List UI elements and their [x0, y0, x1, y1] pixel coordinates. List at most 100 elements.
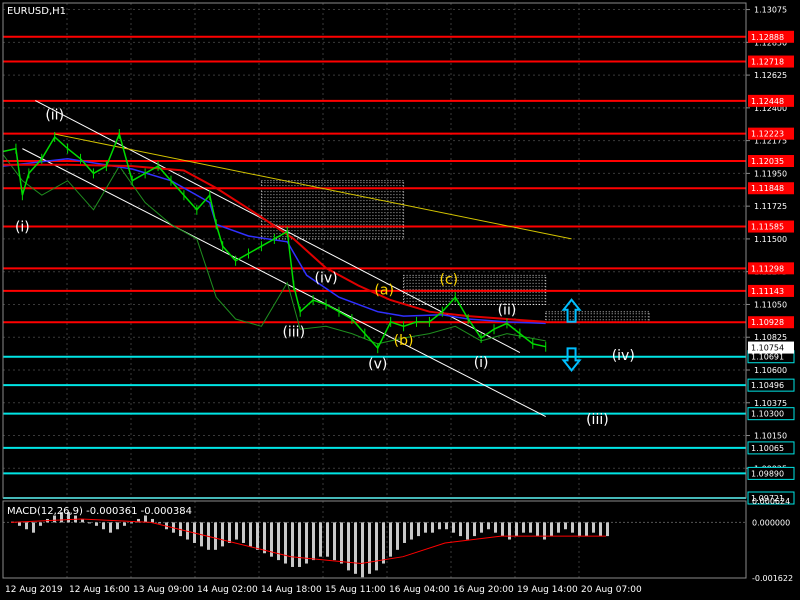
price-tick-label: 1.12850: [754, 38, 787, 47]
resistance-price-label: 1.12223: [751, 130, 784, 139]
slow-ma-line: [3, 163, 546, 323]
macd-histogram-bar: [543, 522, 546, 540]
macd-histogram-bar: [417, 522, 420, 537]
price-line: [2, 131, 546, 350]
resistance-price-label: 1.11298: [751, 264, 784, 273]
macd-histogram-bar: [466, 522, 469, 540]
time-tick-label: 13 Aug 09:00: [133, 585, 194, 595]
resistance-price-label: 1.12035: [751, 157, 784, 166]
macd-histogram-bar: [270, 522, 273, 557]
trend-line: [54, 133, 572, 240]
support-price-tag: [747, 441, 795, 455]
wave-label: (c): [439, 272, 458, 288]
macd-histogram-bar: [39, 522, 42, 526]
time-tick-label: 19 Aug 14:00: [517, 585, 578, 595]
macd-histogram-bar: [256, 522, 259, 550]
macd-histogram-bar: [53, 515, 56, 523]
support-price-tag: [747, 378, 795, 392]
level-lines: [3, 35, 746, 499]
macd-histogram-bar: [18, 522, 21, 526]
current-price-label: 1.10754: [751, 344, 784, 353]
cloud-band: [403, 274, 547, 305]
resistance-price-tag: [748, 316, 794, 329]
trend-line: [22, 148, 546, 418]
resistance-price-label: 1.12888: [751, 33, 784, 42]
macd-histogram-bar: [249, 522, 252, 547]
resistance-price-label: 1.10928: [751, 318, 784, 327]
macd-tick-label: -0.001622: [752, 574, 793, 583]
current-price-tag: [748, 341, 794, 354]
macd-histogram-bar: [522, 522, 525, 533]
macd-histogram-bar: [494, 522, 497, 533]
time-tick-label: 12 Aug 16:00: [69, 585, 130, 595]
resistance-price-tag: [748, 220, 794, 233]
wave-label: (v): [368, 357, 387, 373]
wave-labels: (i) (ii) (iii) (iv) (v) (a) (b) (c) (i) (ii) (iv) (…: [15, 108, 635, 428]
macd-histogram-bar: [277, 522, 280, 561]
macd-histogram-bar: [88, 522, 91, 524]
price-tick-label: 1.10600: [754, 366, 787, 375]
macd-histogram-bar: [536, 522, 539, 537]
support-price-label: 1.10065: [751, 444, 784, 453]
macd-histogram-bar: [123, 522, 126, 526]
price-tick-label: 1.12625: [754, 71, 787, 80]
time-tick-label: 14 Aug 18:00: [261, 585, 322, 595]
resistance-price-tag: [748, 284, 794, 297]
main-plot-border: [2, 2, 747, 499]
chart-title: EURUSD,H1: [7, 6, 66, 17]
fast-ma-line: [2, 158, 546, 325]
oscillator-line: [2, 154, 546, 345]
macd-histogram-bar: [116, 522, 119, 530]
wave-label: (ii): [45, 108, 64, 124]
macd-tick-label: 0.000000: [752, 518, 790, 527]
resistance-price-tag: [748, 55, 794, 68]
support-price-label: 1.10496: [751, 381, 784, 390]
macd-histogram-bar: [319, 522, 322, 557]
macd-histogram-bar: [550, 522, 553, 537]
arrow-up-icon: [561, 298, 582, 323]
macd-histogram-bar: [403, 522, 406, 543]
macd-histogram-bar: [151, 518, 154, 523]
macd-histogram-bar: [368, 522, 371, 574]
resistance-price-tag: [748, 155, 794, 168]
resistance-price-tag: [748, 262, 794, 275]
macd-histogram-bar: [144, 515, 147, 523]
wave-label: (iii): [586, 412, 609, 428]
macd-histogram-bar: [67, 512, 70, 523]
macd-histogram-bar: [130, 522, 133, 524]
wave-label: (iv): [314, 271, 337, 287]
wave-label: (iv): [612, 348, 635, 364]
macd-histogram-bar: [578, 522, 581, 537]
macd-histogram-bar: [158, 522, 161, 524]
macd-histogram-bar: [375, 522, 378, 571]
macd-histogram-bar: [81, 518, 84, 523]
macd-histogram-bar: [515, 522, 518, 537]
macd-histogram-bar: [564, 522, 567, 530]
macd-histogram-bar: [95, 522, 98, 526]
support-price-label: 1.09890: [751, 469, 784, 478]
macd-histogram-bar: [606, 522, 609, 537]
wave-label: (i): [474, 355, 489, 371]
macd-histogram-bar: [480, 522, 483, 533]
macd-histogram-bar: [284, 522, 287, 564]
wave-label: (a): [374, 282, 394, 298]
time-tick-label: 16 Aug 04:00: [389, 585, 450, 595]
macd-title: MACD(12,26,9) -0.000361 -0.000384: [7, 506, 192, 517]
macd-histogram-bar: [32, 522, 35, 533]
wave-label: (ii): [498, 303, 517, 319]
support-price-tag: [747, 407, 795, 421]
macd-histogram-bar: [557, 522, 560, 533]
arrow-down-icon: [561, 347, 582, 372]
macd-histogram-bar: [333, 522, 336, 561]
macd-histogram-bar: [60, 512, 63, 523]
wave-label: (iii): [282, 324, 305, 340]
time-tick-label: 12 Aug 2019: [5, 585, 63, 595]
resistance-price-tag: [748, 94, 794, 107]
price-tick-label: 1.10150: [754, 432, 787, 441]
macd-histogram-bar: [221, 522, 224, 547]
time-tick-label: 16 Aug 20:00: [453, 585, 514, 595]
time-tick-label: 20 Aug 07:00: [581, 585, 642, 595]
resistance-price-tag: [748, 182, 794, 195]
macd-histogram-bar: [242, 522, 245, 543]
